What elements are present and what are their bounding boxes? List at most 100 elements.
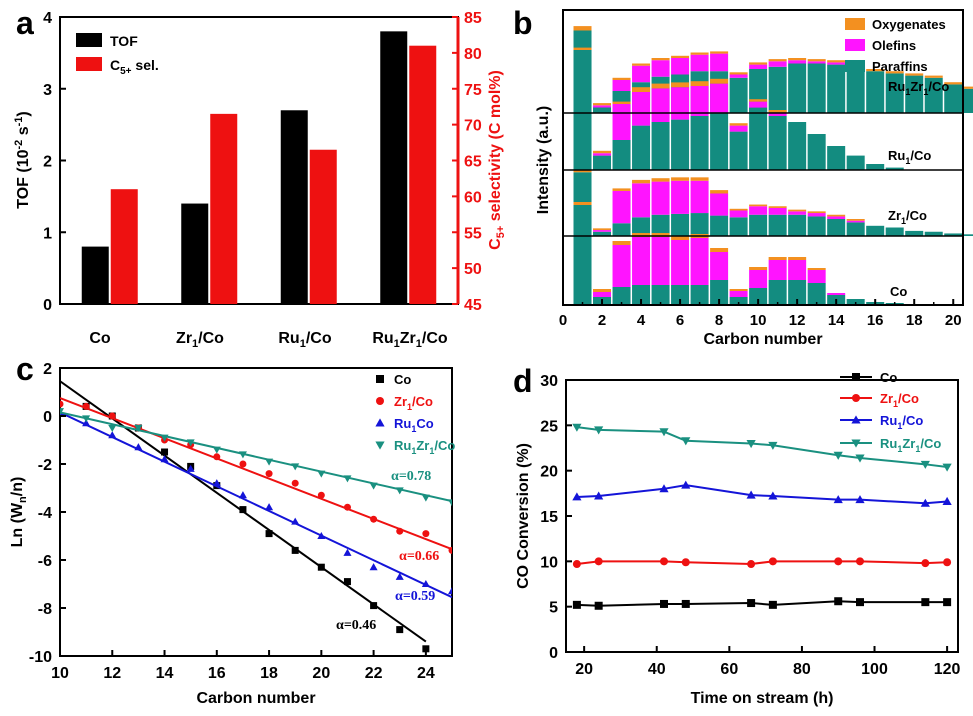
bar-oxygenates	[749, 62, 767, 64]
bar-paraffins	[730, 217, 748, 236]
y-tick-label: 30	[540, 373, 558, 390]
bar-oxygenates	[808, 268, 826, 270]
data-point-zr1-co	[856, 557, 864, 565]
data-point-zr1-co	[769, 557, 777, 565]
bar-olefins	[808, 61, 826, 63]
bar-olefins	[827, 62, 845, 64]
panel-a-chart: 0 1 2 3 4 45 50 55 60 65 70 75 80 85 TOF C5+ sel. TOF…	[13, 10, 507, 350]
y-right-tick-label: 60	[464, 189, 482, 206]
bar-olefins	[652, 237, 670, 285]
bar-oxygenates	[593, 228, 611, 230]
bar-olefins	[730, 126, 748, 132]
bar-tof	[82, 247, 109, 304]
bar-paraffins	[574, 205, 592, 305]
bar-oxygenates	[691, 177, 709, 180]
bar-paraffins	[691, 116, 709, 170]
data-point-zr1-co	[449, 547, 456, 554]
legend-swatch-tof	[76, 33, 102, 47]
alpha-label-co: α=0.46	[336, 618, 376, 633]
y-tick-label: 5	[549, 600, 558, 617]
series-line-co	[577, 601, 947, 606]
bar-c5-sel	[111, 189, 138, 304]
y-tick-label: -8	[38, 601, 52, 618]
data-point-zr1-co	[266, 470, 273, 477]
x-tick-label: 80	[793, 661, 811, 678]
bar-paraffins	[886, 228, 904, 237]
x-tick-label: 14	[156, 665, 174, 682]
data-point-co	[682, 600, 690, 608]
y-tick-label: 0	[43, 409, 52, 426]
data-point-ru1co	[317, 532, 325, 539]
bar-olefins	[847, 221, 865, 223]
bar-oxygenates	[613, 78, 631, 80]
bar-paraffins	[964, 89, 973, 113]
bar-paraffins	[866, 164, 884, 170]
x-tick-label: 4	[637, 312, 646, 329]
data-point-ru1zr1-co	[213, 447, 221, 454]
y-tick-label: 25	[540, 418, 558, 435]
bar-oxygenates	[730, 289, 748, 291]
data-point-zr1-co	[109, 413, 116, 420]
bar-oxygenates	[632, 180, 650, 183]
bar-olefins	[613, 245, 631, 287]
data-point-ru1co	[134, 443, 142, 450]
bar-olefins	[710, 194, 728, 216]
bar-paraffins	[769, 280, 787, 305]
bar-olefins	[691, 86, 709, 116]
y-tick-label: 20	[540, 464, 558, 481]
bar-olefins	[749, 206, 767, 215]
bar-olefins	[652, 88, 670, 122]
bar-paraffins	[808, 283, 826, 305]
bar-olefins	[652, 182, 670, 215]
legend-swatch-olefins	[845, 39, 865, 51]
bar-paraffins	[710, 112, 728, 170]
bar-paraffins	[613, 223, 631, 236]
data-point-ru1zr1-co	[265, 459, 273, 466]
bar-oxygenates	[652, 58, 670, 60]
alpha-label-ru1co: α=0.59	[395, 589, 435, 604]
data-point-co	[396, 626, 403, 633]
panel-c-y-axis-title: Ln (Wn/n)	[9, 477, 29, 548]
bar-olefins	[730, 291, 748, 297]
bar-oxygenates	[652, 178, 670, 181]
bar-oxygenates	[827, 60, 845, 62]
catalyst-label: Ru1/Co	[888, 148, 931, 166]
bar-oxygenates	[632, 87, 650, 92]
data-point-zr1-co	[747, 560, 755, 568]
data-point-ru1zr1-co	[422, 495, 430, 502]
legend-marker-ru1zr1-co	[375, 442, 384, 450]
bar-oxygenates	[808, 211, 826, 213]
bar-paraffins	[827, 219, 845, 236]
bar-olefins	[652, 60, 670, 76]
data-point-co	[573, 601, 581, 609]
data-point-ru1zr1-co	[317, 471, 325, 478]
bar-tof	[281, 110, 308, 304]
y-right-tick-label: 50	[464, 261, 482, 278]
y-tick-label: -10	[29, 649, 52, 666]
bar-olefins	[710, 84, 728, 113]
legend-label-paraffins: Paraffins	[872, 59, 928, 74]
data-point-co	[318, 564, 325, 571]
bar-olefins	[593, 292, 611, 297]
data-point-zr1-co	[292, 480, 299, 487]
bar-paraffins	[749, 108, 767, 170]
x-tick-label: 18	[260, 665, 278, 682]
legend-label-oxygenates: Oxygenates	[872, 17, 946, 32]
legend-swatch-paraffins	[845, 60, 865, 72]
bar-paraffins	[769, 215, 787, 236]
bar-paraffins	[593, 156, 611, 170]
data-point-zr1-co	[682, 558, 690, 566]
y-tick-label: 10	[540, 554, 558, 571]
bar-olefins	[691, 238, 709, 285]
panel-label-b: b	[513, 5, 533, 41]
bar-oxygenates	[925, 76, 943, 78]
panel-label-a: a	[16, 5, 34, 41]
y-tick-label: -2	[38, 457, 52, 474]
y-right-tick-label: 65	[464, 154, 482, 171]
y-right-tick-label: 80	[464, 46, 482, 63]
bar-oxygenates	[710, 79, 728, 84]
bar-paraffins	[574, 50, 592, 170]
bar-paraffins	[730, 132, 748, 170]
x-tick-label: 24	[417, 665, 435, 682]
bar-oxygenates	[691, 53, 709, 55]
